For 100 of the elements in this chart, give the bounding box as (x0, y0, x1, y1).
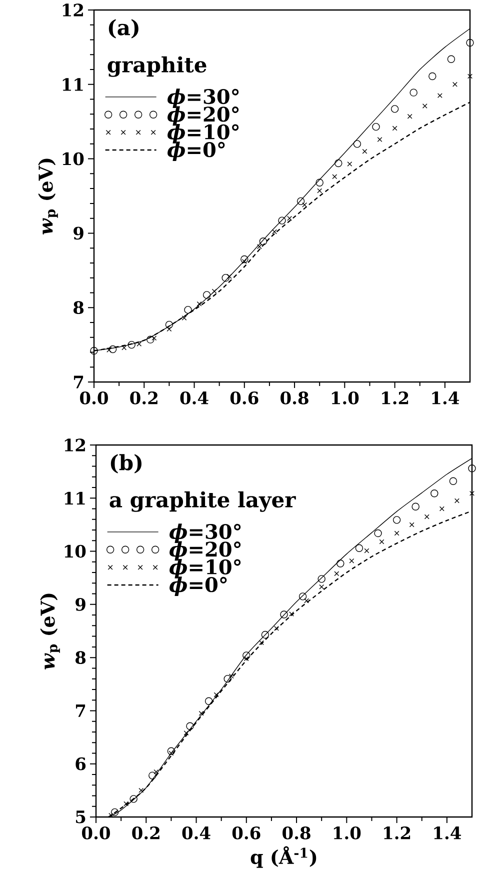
point (122, 345, 127, 350)
point (182, 316, 187, 320)
point (298, 592, 307, 600)
point (470, 490, 474, 496)
x-tick-label: 0.4 (180, 392, 208, 404)
x-tick-label: 1.4 (432, 392, 460, 404)
point (146, 336, 154, 344)
x-tick-label: 0.0 (82, 826, 110, 840)
point (379, 539, 384, 544)
point (242, 258, 247, 264)
point (336, 560, 344, 568)
point (224, 674, 232, 683)
y-tick-label: 8 (76, 651, 86, 664)
y-tick-label: 8 (74, 301, 84, 314)
y-axis-title: w$_{p}$ (eV) (40, 594, 60, 670)
point (214, 692, 219, 698)
point (166, 326, 172, 332)
legend-label: ϕ=0° (170, 576, 227, 596)
y-tick-label: 10 (64, 544, 86, 558)
point (258, 640, 264, 646)
point (410, 88, 418, 96)
point (198, 710, 204, 716)
point (186, 722, 194, 730)
legend-title: a graphite layer (110, 491, 296, 512)
point (261, 630, 270, 639)
point (319, 584, 324, 590)
x-tick-label: 1.0 (334, 826, 361, 840)
y-tick-label: 9 (74, 226, 84, 240)
x-tick-label: 0.6 (230, 392, 258, 404)
y-tick-label: 11 (64, 492, 85, 504)
point (110, 808, 119, 816)
legend-title: graphite (108, 56, 206, 77)
point (259, 238, 268, 246)
point (302, 202, 308, 208)
point (377, 136, 382, 142)
point (353, 140, 362, 148)
point (184, 306, 192, 314)
x-tick-label: 1.0 (332, 392, 359, 404)
y-tick-label: 7 (76, 704, 86, 717)
y-tick-label: 9 (76, 598, 86, 611)
point (168, 750, 174, 756)
point (304, 598, 310, 604)
point (244, 656, 249, 662)
point (242, 652, 250, 660)
point (392, 126, 398, 131)
point (412, 502, 420, 510)
point (392, 516, 401, 524)
point (390, 105, 399, 113)
point (222, 274, 230, 282)
point (296, 197, 305, 206)
point (394, 530, 400, 536)
point (274, 626, 279, 631)
point (130, 795, 138, 803)
annotation: (a) (108, 19, 138, 38)
point (454, 498, 460, 504)
point (317, 188, 322, 194)
x-tick-label: 0.2 (130, 392, 158, 404)
point (424, 514, 430, 520)
y-axis-title: w$_{p}$ (eV) (38, 158, 58, 234)
point (349, 558, 354, 564)
point (318, 575, 326, 583)
x-axis-title: q (Å$^{-1}$) (250, 846, 316, 868)
x-tick-label: 0.4 (182, 826, 210, 840)
x-tick-label: 0.0 (80, 392, 108, 404)
point (355, 544, 364, 552)
y-tick-label: 12 (62, 4, 83, 16)
legend-label: ϕ=0° (168, 142, 225, 162)
point (347, 162, 352, 166)
point (449, 477, 458, 485)
point (196, 301, 202, 306)
point (364, 548, 370, 554)
point (334, 159, 342, 168)
y-tick-label: 11 (62, 78, 83, 91)
x-tick-label: 0.6 (232, 826, 260, 840)
point (316, 178, 324, 186)
point (468, 74, 472, 79)
y-tick-label: 6 (76, 757, 86, 770)
legend-label: ϕ=30° (168, 88, 239, 108)
point (468, 464, 476, 472)
point (334, 571, 340, 576)
y-tick-label: 7 (74, 376, 84, 388)
point (90, 346, 98, 355)
point (108, 345, 117, 354)
x-tick-label: 0.8 (280, 392, 308, 404)
point (272, 229, 277, 234)
point (106, 348, 112, 352)
legend-label: ϕ=30° (170, 524, 241, 543)
x-tick-label: 1.4 (434, 826, 462, 840)
point (437, 93, 442, 98)
point (422, 104, 428, 108)
y-tick-label: 10 (62, 152, 84, 166)
point (407, 114, 412, 119)
point (256, 244, 262, 250)
point (372, 122, 380, 131)
point (466, 38, 474, 47)
point (167, 747, 176, 755)
point (362, 148, 368, 154)
point (165, 320, 174, 329)
point (430, 490, 438, 498)
x-tick-label: 0.8 (282, 826, 310, 840)
